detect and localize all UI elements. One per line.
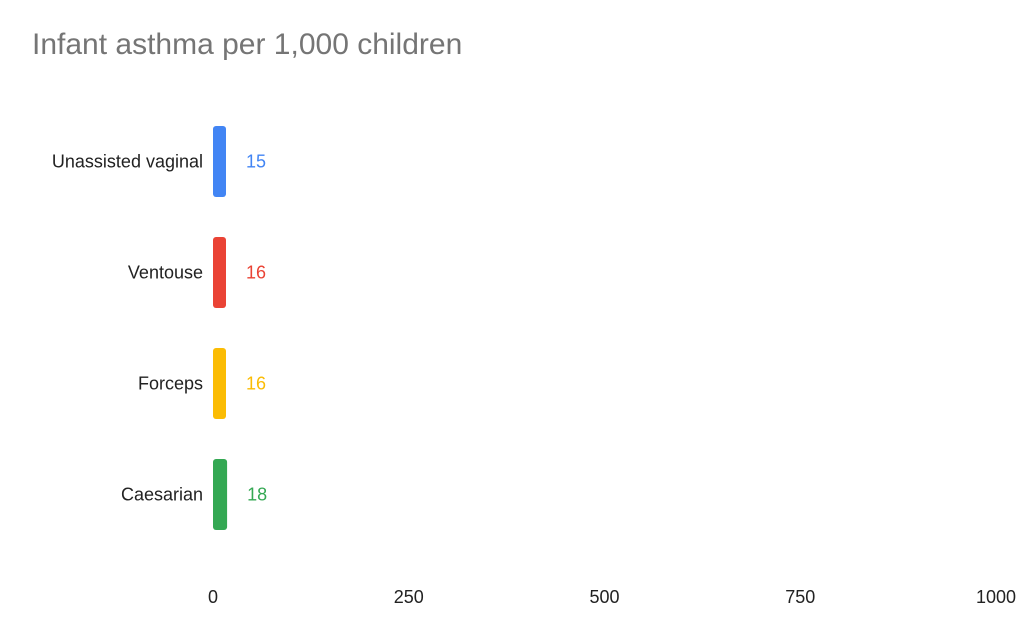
x-tick-label: 250 <box>394 587 424 607</box>
data-label: 16 <box>246 374 266 394</box>
category-label: Unassisted vaginal <box>52 152 203 172</box>
x-tick-label: 750 <box>785 587 815 607</box>
bar <box>213 348 226 419</box>
data-label: 18 <box>247 485 267 505</box>
bar <box>213 459 228 530</box>
chart-title: Infant asthma per 1,000 children <box>32 28 463 61</box>
data-label: 15 <box>246 152 266 172</box>
x-tick-label: 0 <box>208 587 218 607</box>
bar <box>213 126 226 197</box>
data-label: 16 <box>246 263 266 283</box>
category-label: Ventouse <box>128 263 203 283</box>
x-tick-label: 500 <box>589 587 619 607</box>
category-label: Forceps <box>138 374 203 394</box>
bar <box>213 237 226 308</box>
category-label: Caesarian <box>121 485 203 505</box>
x-tick-label: 1000 <box>976 587 1016 607</box>
